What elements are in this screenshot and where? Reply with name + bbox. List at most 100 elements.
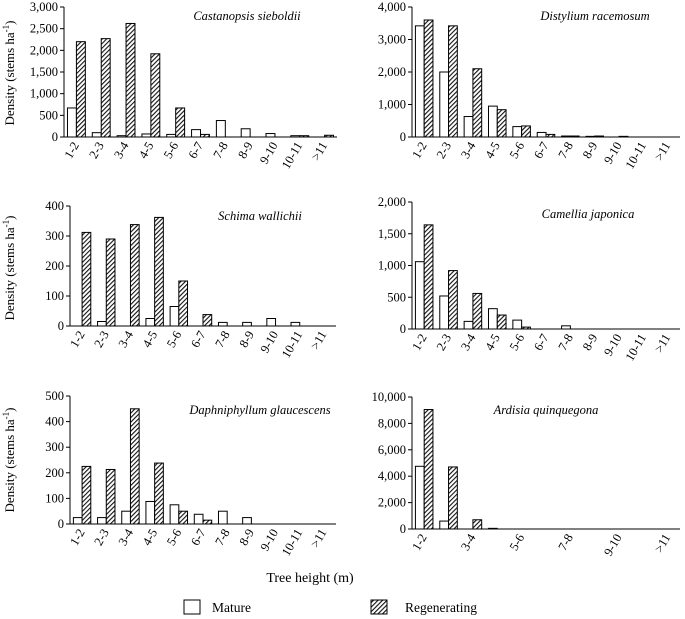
legend-mature-swatch: [183, 599, 201, 615]
x-tick-label: 5-6: [507, 140, 527, 161]
y-tick-label: 0: [58, 319, 64, 333]
bar-regenerating-1-2: [75, 41, 86, 138]
x-tick-label: 4-5: [136, 140, 156, 161]
bar-regenerating-4-5: [496, 109, 507, 138]
x-tick-label: >11: [652, 332, 674, 356]
bar-mature-2-3: [97, 517, 107, 525]
x-tick-label: 3-4: [458, 139, 479, 161]
bar-mature-4-5: [488, 105, 498, 138]
y-tick-label: 3,000: [30, 0, 58, 14]
bar-mature-1-2: [414, 25, 425, 138]
bar-mature-8-9: [242, 321, 252, 327]
bar-mature-8-9: [240, 128, 251, 138]
x-tick-label: 10-11: [623, 332, 649, 364]
y-axis-label: Density (stems ha-1): [1, 408, 17, 513]
x-tick-label: 7-8: [210, 140, 230, 161]
x-tick-label: 9-10: [601, 332, 625, 359]
x-tick-label: 6-7: [188, 527, 208, 548]
x-tick-label: 7-8: [556, 332, 576, 353]
x-tick-label: 6-7: [188, 329, 208, 350]
x-tick-label: 3-4: [116, 526, 137, 548]
bar-regenerating-2-3: [448, 270, 458, 330]
y-tick-label: 6,000: [378, 443, 406, 457]
bar-regenerating-2-3: [100, 38, 111, 138]
x-tick-label: 9-10: [257, 140, 281, 167]
x-tick-label: 4-5: [140, 329, 160, 350]
x-tick-label: 7-8: [212, 329, 232, 350]
x-tick-label: >11: [652, 532, 674, 556]
bar-regenerating-1-2: [423, 19, 434, 138]
bar-mature-4-5: [141, 133, 152, 138]
y-tick-label: 500: [387, 290, 406, 304]
bar-mature-2-3: [439, 520, 450, 530]
bar-mature-2-3: [91, 132, 102, 138]
chart-title: Distylium racemosum: [539, 9, 649, 23]
y-tick-label: 400: [45, 415, 64, 429]
y-tick-label: 10,000: [372, 390, 406, 404]
x-tick-label: 1-2: [67, 527, 87, 548]
bar-mature-2-3: [439, 71, 450, 138]
chart-title: Camellia japonica: [542, 207, 635, 221]
bar-regenerating-2-3: [448, 25, 458, 138]
y-tick-label: 0: [400, 322, 406, 336]
bar-mature-4-5: [145, 318, 156, 327]
y-tick-label: 100: [45, 491, 64, 505]
x-tick-label: 8-9: [580, 140, 600, 161]
bar-mature-7-8: [561, 325, 571, 330]
bar-regenerating-2-3: [105, 468, 116, 525]
x-tick-label: 4-5: [140, 527, 160, 548]
x-tick-label: 2-3: [91, 527, 111, 548]
y-axis-label: Density (stems ha-1): [1, 216, 17, 321]
bar-mature-3-4: [121, 510, 131, 525]
y-tick-label: 0: [400, 522, 406, 536]
y-tick-label: 300: [45, 440, 64, 454]
chart-panel-5: 0 100 200 300 400 500 1-2 2-3 3-4 4-5 5-6 6-7 7-8 8-9…: [1, 389, 336, 558]
x-tick-label: 6-7: [186, 140, 206, 161]
bar-mature-5-6: [166, 133, 177, 138]
bar-mature-7-8: [217, 321, 228, 327]
bar-regenerating-3-4: [129, 408, 140, 525]
y-tick-label: 400: [45, 199, 64, 213]
bar-regenerating-3-4: [472, 292, 483, 330]
bar-mature-7-8: [215, 120, 226, 138]
x-tick-label: 1-2: [409, 532, 429, 553]
x-tick-label: 7-8: [556, 532, 576, 553]
y-tick-label: 1,000: [378, 259, 406, 273]
x-tick-label: 8-9: [235, 139, 255, 160]
bar-mature-10-11: [290, 135, 301, 138]
bar-mature-8-9: [585, 135, 596, 138]
bar-regenerating-3-4: [472, 68, 483, 138]
bar-regenerating-3-4: [472, 519, 483, 530]
bar-regenerating-6-7: [202, 314, 213, 327]
bar-regenerating-5-6: [178, 510, 189, 525]
bar-mature-5-6: [512, 319, 523, 330]
y-tick-label: 4,000: [378, 469, 406, 483]
x-tick-label: 5-6: [164, 329, 184, 350]
x-tick-label: 4-5: [482, 139, 502, 160]
y-tick-label: 100: [45, 289, 64, 303]
x-tick-label: 8-9: [237, 527, 257, 548]
bar-regenerating-9-10: [618, 135, 629, 138]
y-tick-label: 2,500: [30, 22, 58, 36]
chart-panel-4: 0 500 1,000 1,500 2,000 1-2 2-3 3-4 4-5 5-6 6-7 7-8…: [378, 195, 680, 363]
bar-regenerating-1-2: [423, 224, 434, 330]
bar-regenerating-4-5: [150, 53, 161, 138]
y-tick-label: 2,000: [30, 43, 58, 57]
bar-regenerating-5-6: [521, 125, 531, 138]
y-tick-label: 2,000: [378, 496, 406, 510]
y-tick-label: 0: [52, 130, 58, 144]
bar-mature-2-3: [97, 321, 107, 327]
y-tick-label: 1,000: [378, 98, 406, 112]
bar-regenerating-4-5: [154, 462, 164, 525]
x-tick-label: 9-10: [601, 532, 625, 559]
bar-mature-9-10: [265, 133, 276, 138]
bar-mature-5-6: [169, 306, 180, 327]
y-tick-label: 8,000: [378, 416, 406, 430]
bar-mature-8-9: [242, 517, 252, 525]
bar-mature-4-5: [145, 500, 156, 525]
bar-mature-4-5: [488, 527, 498, 530]
bar-mature-6-7: [191, 129, 202, 138]
x-tick-label: 3-4: [116, 328, 137, 350]
bar-mature-6-7: [536, 131, 547, 138]
